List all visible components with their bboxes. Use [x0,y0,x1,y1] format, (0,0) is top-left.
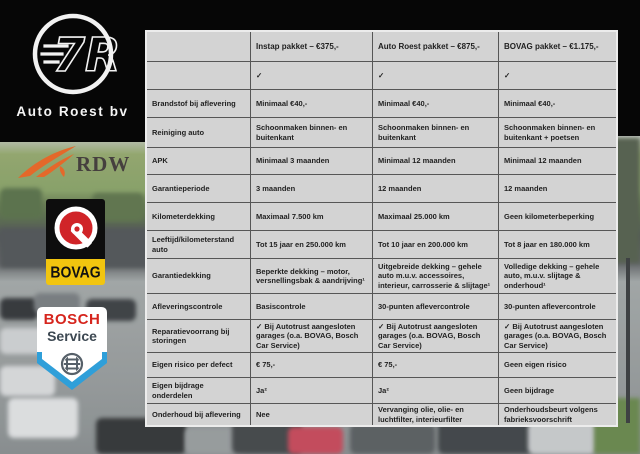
table-cell: Schoonmaken binnen- en buitenkant [373,118,498,147]
table-cell: 12 maanden [499,175,616,202]
right-black-block [617,0,640,136]
table-cell: Maximaal 25.000 km [373,203,498,230]
feature-label: Reparatievoorrang bij storingen [147,320,250,352]
table-cell: Ja² [251,378,372,403]
table-cell: Schoonmaken binnen- en buitenkant + poet… [499,118,616,147]
table-cell: ✓ Bij Autotrust aangesloten garages (o.a… [251,320,372,352]
table-cell: Uitgebreide dekking – gehele auto m.u.v.… [373,259,498,293]
photo-shape [0,188,42,218]
table-cell: Basiscontrole [251,294,372,319]
photo-shape [350,424,435,454]
auto-roest-logo-icon: 7R [32,13,119,95]
table-cell: Minimaal 3 maanden [251,148,372,174]
feature-label: Garantiedekking [147,259,250,293]
feature-label: APK [147,148,250,174]
feature-label: Reiniging auto [147,118,250,147]
table-cell: Volledige dekking – gehele auto, m.u.v. … [499,259,616,293]
photo-shape [288,427,343,454]
table-cell: Tot 10 jaar en 200.000 km [373,231,498,258]
rdw-label: RDW [76,151,131,176]
photo-shape [528,422,596,454]
bosch-shield-icon [37,307,107,390]
table-cell: Onderhoudsbeurt volgens fabrieksvoorschr… [499,404,616,425]
photo-shape [0,298,38,320]
table-cell: Maximaal 7.500 km [251,203,372,230]
bovag-label: BOVAG [50,262,101,282]
bovag-label-band: BOVAG [46,259,105,285]
table-cell: Nee [251,404,372,425]
table-cell: 30-punten aflevercontrole [373,294,498,319]
bosch-service-logo: BOSCH Service [36,306,108,392]
table-cell: 30-punten aflevercontrole [499,294,616,319]
table-cell: 12 maanden [373,175,498,202]
feature-label [147,62,250,89]
bovag-logo: BOVAG [46,199,105,285]
feature-label: Onderhoud bij aflevering [147,404,250,425]
table-cell: Tot 15 jaar en 250.000 km [251,231,372,258]
table-cell: Geen bijdrage [499,378,616,403]
table-cell: € 75,- [251,353,372,377]
feature-label: Garantieperiode [147,175,250,202]
table-cell: ✓ [251,62,372,89]
feature-label: Leeftijd/kilometerstand auto [147,231,250,258]
feature-label: Afleveringscontrole [147,294,250,319]
feature-label: Kilometerdekking [147,203,250,230]
feature-label: Eigen bijdrage onderdelen [147,378,250,403]
logo-monogram: 7R [53,28,119,82]
table-cell: Geen kilometerbeperking [499,203,616,230]
table-header-cell: BOVAG pakket – €1.175,- [499,32,616,61]
table-cell: Minimaal €40,- [251,90,372,117]
table-cell: ✓ [373,62,498,89]
rdw-logo: RDW [16,144,134,184]
feature-label: Eigen risico per defect [147,353,250,377]
table-cell: Tot 8 jaar en 180.000 km [499,231,616,258]
auto-roest-brand-panel: 7R Auto Roest bv [0,0,145,142]
photo-shape [626,258,630,423]
table-cell: Geen eigen risico [499,353,616,377]
table-cell: ✓ [499,62,616,89]
table-cell: Minimaal 12 maanden [499,148,616,174]
table-cell: Minimaal €40,- [499,90,616,117]
table-header-cell [147,32,250,61]
bosch-text-block: BOSCH Service [36,306,108,344]
table-cell: Minimaal €40,- [373,90,498,117]
table-header-cell: Instap pakket – €375,- [251,32,372,61]
table-cell: ✓ Bij Autotrust aangesloten garages (o.a… [373,320,498,352]
table-cell: Minimaal 12 maanden [373,148,498,174]
dealer-name: Auto Roest bv [16,104,129,119]
table-cell: Vervanging olie, olie- en luchtfilter, i… [373,404,498,425]
rdw-wing-icon [18,146,76,178]
table-cell: Beperkte dekking – motor, versnellingsba… [251,259,372,293]
photo-shape [8,398,78,438]
table-cell: 3 maanden [251,175,372,202]
table-cell: ✓ Bij Autotrust aangesloten garages (o.a… [499,320,616,352]
table-cell: Schoonmaken binnen- en buitenkant [251,118,372,147]
table-cell: € 75,- [373,353,498,377]
table-header-cell: Auto Roest pakket – €875,- [373,32,498,61]
bovag-symbol-icon [46,199,105,259]
package-comparison-table: Instap pakket – €375,- Auto Roest pakket… [145,30,618,427]
table-cell: Ja² [373,378,498,403]
bosch-label: BOSCH [43,311,101,328]
service-label: Service [47,328,97,344]
photo-shape [0,366,55,396]
feature-label: Brandstof bij aflevering [147,90,250,117]
